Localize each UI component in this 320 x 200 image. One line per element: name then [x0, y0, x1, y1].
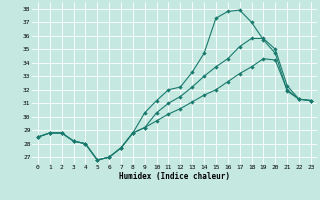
X-axis label: Humidex (Indice chaleur): Humidex (Indice chaleur): [119, 172, 230, 181]
